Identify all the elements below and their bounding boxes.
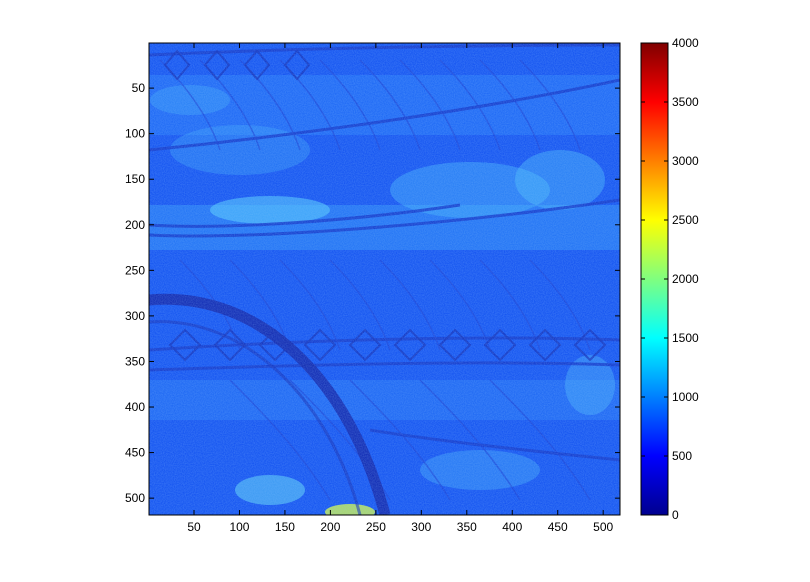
x-tick-label: 150: [275, 520, 295, 534]
colorbar-tick-label: 1000: [672, 390, 699, 404]
x-tick-label: 350: [457, 520, 477, 534]
y-tick-label: 100: [125, 127, 145, 141]
y-tick-label: 500: [125, 491, 145, 505]
colorbar-tick-label: 2500: [672, 213, 699, 227]
y-tick-label: 300: [125, 309, 145, 323]
x-tick-label: 200: [320, 520, 340, 534]
plot-frame: [148, 42, 621, 516]
colorbar-tick-label: 3500: [672, 95, 699, 109]
y-tick-label: 400: [125, 400, 145, 414]
x-tick-label: 100: [229, 520, 249, 534]
x-tick-label: 250: [366, 520, 386, 534]
heatmap-image: [149, 43, 620, 515]
y-axis: 50 100 150 200 250 300 350 400 450 500: [125, 81, 620, 505]
y-tick-label: 200: [125, 218, 145, 232]
colorbar-tick-label: 0: [672, 508, 679, 522]
y-tick-label: 150: [125, 172, 145, 186]
colorbar-tick-label: 3000: [672, 154, 699, 168]
x-tick-label: 400: [502, 520, 522, 534]
x-tick-label: 500: [593, 520, 613, 534]
colorbar-tick-label: 2000: [672, 272, 699, 286]
colorbar-tick-label: 500: [672, 449, 692, 463]
x-tick-label: 300: [411, 520, 431, 534]
x-axis: 50 100 150 200 250 300 350 400 450 500: [187, 43, 614, 534]
colorbar-tick-label: 4000: [672, 36, 699, 50]
colorbar-tick-label: 1500: [672, 331, 699, 345]
y-tick-label: 450: [125, 446, 145, 460]
y-tick-label: 250: [125, 263, 145, 277]
colorbar-axis: 0 500 1000 1500 2000 2500 3000 3500 4000: [641, 36, 699, 522]
y-tick-label: 350: [125, 354, 145, 368]
colorbar: [640, 42, 669, 516]
y-tick-label: 50: [132, 81, 146, 95]
x-tick-label: 50: [187, 520, 201, 534]
x-tick-label: 450: [548, 520, 568, 534]
